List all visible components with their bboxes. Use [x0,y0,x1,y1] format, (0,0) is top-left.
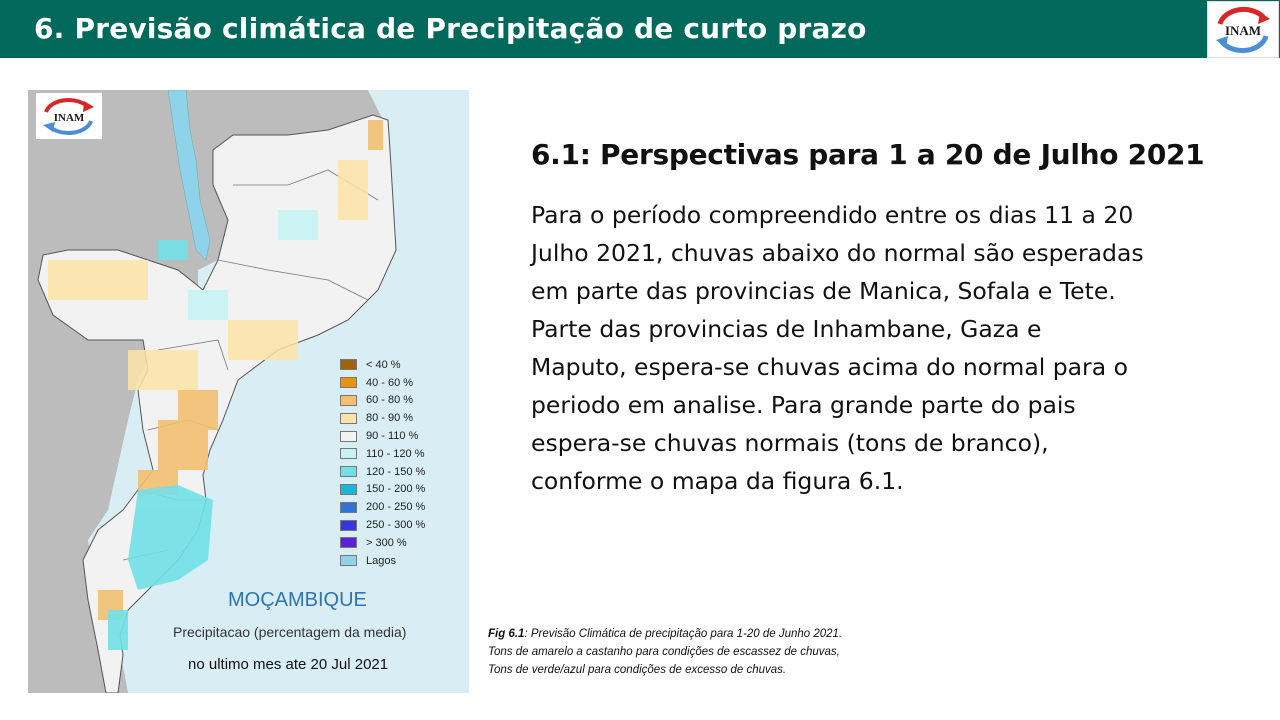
legend-label: 150 - 200 % [366,483,426,496]
lake-malawi [167,90,211,261]
legend-label: 60 - 80 % [366,394,414,407]
body-line: em parte das provincias de Manica, Sofal… [531,277,1116,305]
map-period: no ultimo mes ate 20 Jul 2021 [188,656,389,673]
legend-label: Lagos [366,554,396,567]
legend-swatch [340,483,357,495]
map-country-title: MOÇAMBIQUE [228,589,367,611]
body-line: espera-se chuvas normais (tons de branco… [531,429,1049,457]
caption-line-2: Tons de amarelo a castanho para condiçõe… [488,646,840,658]
legend-swatch [340,394,357,406]
legend-label: > 300 % [366,536,407,549]
section-heading: 6.1: Perspectivas para 1 a 20 de Julho 2… [531,138,1205,171]
section-body: Para o período compreendido entre os dia… [531,196,1221,500]
legend-label: 200 - 250 % [366,501,426,514]
legend-swatch [340,359,357,371]
body-line: Parte das provincias de Inhambane, Gaza … [531,315,1042,343]
legend-swatch [340,537,357,549]
body-line: Julho 2021, chuvas abaixo do normal são … [531,239,1144,267]
legend-label: 110 - 120 % [366,447,425,460]
body-line: conforme o mapa da figura 6.1. [531,467,904,495]
body-line: Para o período compreendido entre os dia… [531,201,1134,229]
map-inam-logo: INAM [36,93,102,139]
legend-item: 120 - 150 % [340,463,425,481]
legend-swatch [340,519,357,531]
legend-swatch [340,377,357,389]
figure-caption: Fig 6.1: Previsão Climática de precipita… [488,625,948,679]
inam-logo: INAM [1207,1,1279,58]
logo-text: INAM [1225,23,1261,38]
slide-title: 6. Previsão climática de Precipitação de… [34,12,867,45]
map-legend: < 40 % 40 - 60 % 60 - 80 % 80 - 90 % 90 - 11… [340,356,425,570]
legend-label: 90 - 110 % [366,430,419,443]
caption-label: Fig 6.1 [488,628,525,640]
legend-label: 120 - 150 % [366,465,426,478]
legend-label: 40 - 60 % [366,376,414,389]
body-line: Maputo, espera-se chuvas acima do normal… [531,353,1128,381]
legend-item: 250 - 300 % [340,516,425,534]
precipitation-map: INAM < 40 % 40 - 60 % 60 - 80 % 80 - 90 % 90… [28,90,469,693]
caption-line-1: : Previsão Climática de precipitação par… [524,628,843,640]
legend-item: 80 - 90 % [340,409,425,427]
legend-swatch [340,501,357,513]
map-subtitle: Precipitacao (percentagem da media) [173,624,407,640]
legend-item: 110 - 120 % [340,445,425,463]
legend-label: 80 - 90 % [366,412,414,425]
legend-item: 90 - 110 % [340,427,425,445]
legend-swatch [340,412,357,424]
legend-item: 60 - 80 % [340,392,425,410]
legend-label: < 40 % [366,358,401,371]
legend-swatch [340,430,357,442]
legend-item: Lagos [340,552,425,570]
legend-swatch [340,466,357,478]
header-bar: 6. Previsão climática de Precipitação de… [0,0,1280,58]
legend-item: 150 - 200 % [340,481,425,499]
legend-item: < 40 % [340,356,425,374]
legend-label: 250 - 300 % [366,519,426,532]
caption-line-3: Tons de verde/azul para condições de exc… [488,664,787,676]
legend-item: 200 - 250 % [340,498,425,516]
legend-item: 40 - 60 % [340,374,425,392]
legend-swatch [340,448,357,460]
map-logo-text: INAM [54,112,85,124]
neighbour-land [28,90,383,693]
body-line: periodo em analise. Para grande parte do… [531,391,1076,419]
legend-swatch [340,555,357,567]
legend-item: > 300 % [340,534,425,552]
map-graphic [28,90,397,693]
